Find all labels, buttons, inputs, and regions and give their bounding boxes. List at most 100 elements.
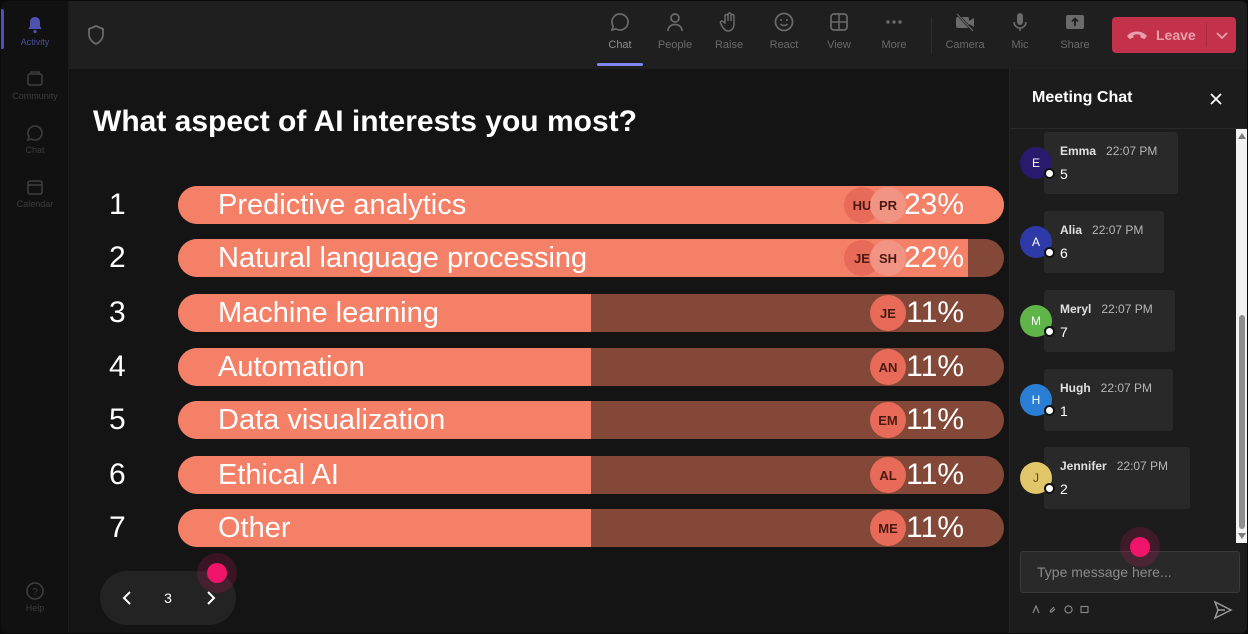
poll-option-label: Data visualization (218, 404, 446, 436)
rail-item-label: Activity (20, 37, 50, 47)
poll-option-number: 1 (109, 188, 126, 221)
chat-compose-box[interactable] (1020, 551, 1240, 593)
message-text: 2 (1060, 481, 1068, 497)
attach-icon[interactable] (1046, 603, 1058, 615)
poll-option-percent: 11% (906, 403, 964, 436)
poll-option-row: 3 Machine learning 11% JE (69, 294, 1009, 332)
poll-option-row: 6 Ethical AI 11% AL (69, 456, 1009, 494)
poll-option-number: 6 (109, 458, 126, 491)
raise-hand-icon (719, 12, 735, 32)
message-bubble: Meryl 22:07 PM 7 (1044, 290, 1175, 352)
message-time: 22:07 PM (1100, 381, 1153, 395)
rail-item-activity[interactable]: Activity (1, 7, 69, 59)
toolbar-camera-button[interactable]: Camera (940, 11, 990, 63)
toolbar-button-label: Chat (608, 39, 632, 51)
poll-option-bar-fill (178, 348, 591, 386)
rail-item-help[interactable]: ? Help (1, 573, 69, 625)
toolbar-chat-button[interactable]: Chat (595, 11, 645, 63)
avatar[interactable]: M (1020, 305, 1055, 337)
toolbar-raise-button[interactable]: Raise (704, 11, 754, 63)
camera-off-icon (956, 13, 974, 32)
chevron-down-icon (1215, 32, 1228, 40)
poll-option-bar: Ethical AI 11% AL (178, 456, 1004, 494)
pointer-highlight (1120, 527, 1160, 567)
poll-option-row: 5 Data visualization 11% EM (69, 401, 1009, 439)
chat-scrollbar[interactable] (1236, 129, 1247, 543)
poll-option-bar-fill (178, 401, 591, 439)
toolbar-view-button[interactable]: View (814, 11, 864, 63)
pointer-highlight (197, 553, 237, 593)
toolbar-divider (931, 17, 932, 53)
poll-option-bar: Natural language processing 22% JE SH (178, 239, 1004, 277)
avatar[interactable]: J (1020, 462, 1055, 494)
scroll-up-arrow[interactable] (1238, 133, 1246, 139)
poll-option-bar: Predictive analytics 23% HU PR (178, 186, 1004, 224)
leave-button[interactable]: Leave (1112, 17, 1236, 53)
message-time: 22:07 PM (1106, 144, 1158, 158)
voter-avatar: ME (870, 510, 906, 546)
meeting-toolbar: Chat People Raise React View More Camera (69, 1, 1247, 69)
voter-avatar: PR (870, 187, 906, 223)
rail-item-label: Calendar (16, 199, 54, 209)
shield-icon[interactable] (87, 25, 105, 45)
toolbar-button-label: Share (1060, 39, 1090, 51)
message-sender: Hugh (1060, 381, 1091, 395)
poll-option-row: 7 Other 11% ME (69, 509, 1009, 547)
leave-divider (1206, 23, 1207, 47)
poll-option-label: Other (218, 512, 291, 544)
avatar[interactable]: E (1020, 147, 1055, 179)
previous-slide-button[interactable] (112, 583, 142, 613)
poll-option-bar: Other 11% ME (178, 509, 1004, 547)
toolbar-share-button[interactable]: Share (1050, 11, 1100, 63)
scrollbar-thumb[interactable] (1239, 315, 1245, 529)
gif-icon[interactable] (1078, 603, 1090, 615)
meeting-chat-panel: Meeting Chat Emma 22:07 PM 5 E Alia 22:07 PM 6… (1009, 69, 1247, 633)
toolbar-people-button[interactable]: People (650, 11, 700, 63)
message-sender: Emma (1060, 144, 1097, 158)
poll-option-number: 4 (109, 350, 126, 383)
voter-avatar: AL (870, 457, 906, 493)
poll-option-label: Machine learning (218, 297, 439, 329)
rail-item-chat[interactable]: Chat (1, 115, 69, 167)
toolbar-react-button[interactable]: React (759, 11, 809, 63)
share-icon (1066, 15, 1084, 29)
help-icon: ? (26, 582, 44, 600)
rail-item-calendar[interactable]: Calendar (1, 169, 69, 221)
scroll-down-arrow[interactable] (1238, 533, 1246, 539)
toolbar-mic-button[interactable]: Mic (995, 11, 1045, 63)
emoji-icon[interactable] (1062, 603, 1074, 615)
chat-message-list[interactable]: Emma 22:07 PM 5 E Alia 22:07 PM 6 A Meryl 22:07 P… (1010, 129, 1236, 543)
message-text: 7 (1060, 324, 1068, 340)
message-time: 22:07 PM (1116, 459, 1169, 473)
send-icon[interactable] (1212, 599, 1234, 621)
toolbar-more-button[interactable]: More (869, 11, 919, 63)
message-sender: Meryl (1060, 302, 1092, 316)
close-chat-button[interactable] (1206, 89, 1226, 109)
toolbar-button-label: Camera (945, 39, 985, 51)
people-icon (667, 13, 683, 32)
app-rail: Activity Community Chat Calendar ? Help (1, 1, 69, 633)
close-icon (1210, 93, 1222, 105)
poll-option-bar: Data visualization 11% EM (178, 401, 1004, 439)
avatar[interactable]: A (1020, 226, 1055, 258)
poll-results-stage: What aspect of AI interests you most? 1 P… (69, 69, 1009, 633)
message-time: 22:07 PM (1092, 223, 1144, 237)
poll-option-bar-fill (178, 294, 591, 332)
toolbar-button-label: Raise (714, 39, 744, 51)
poll-option-number: 3 (109, 296, 126, 329)
rail-item-community[interactable]: Community (1, 61, 69, 113)
leave-main-button[interactable]: Leave (1112, 17, 1206, 53)
rail-active-indicator (1, 9, 4, 49)
format-icon[interactable] (1030, 603, 1042, 615)
toolbar-button-label: Mic (1011, 39, 1029, 51)
leave-options-button[interactable] (1207, 17, 1236, 53)
rail-item-label: Community (12, 91, 58, 101)
message-bubble: Hugh 22:07 PM 1 (1044, 369, 1173, 431)
message-bubble: Alia 22:07 PM 6 (1044, 211, 1164, 273)
avatar[interactable]: H (1020, 384, 1055, 416)
next-slide-button[interactable] (196, 583, 226, 613)
chat-title: Meeting Chat (1032, 89, 1133, 106)
poll-option-bar: Machine learning 11% JE (178, 294, 1004, 332)
chat-message-input[interactable] (1021, 552, 1239, 592)
